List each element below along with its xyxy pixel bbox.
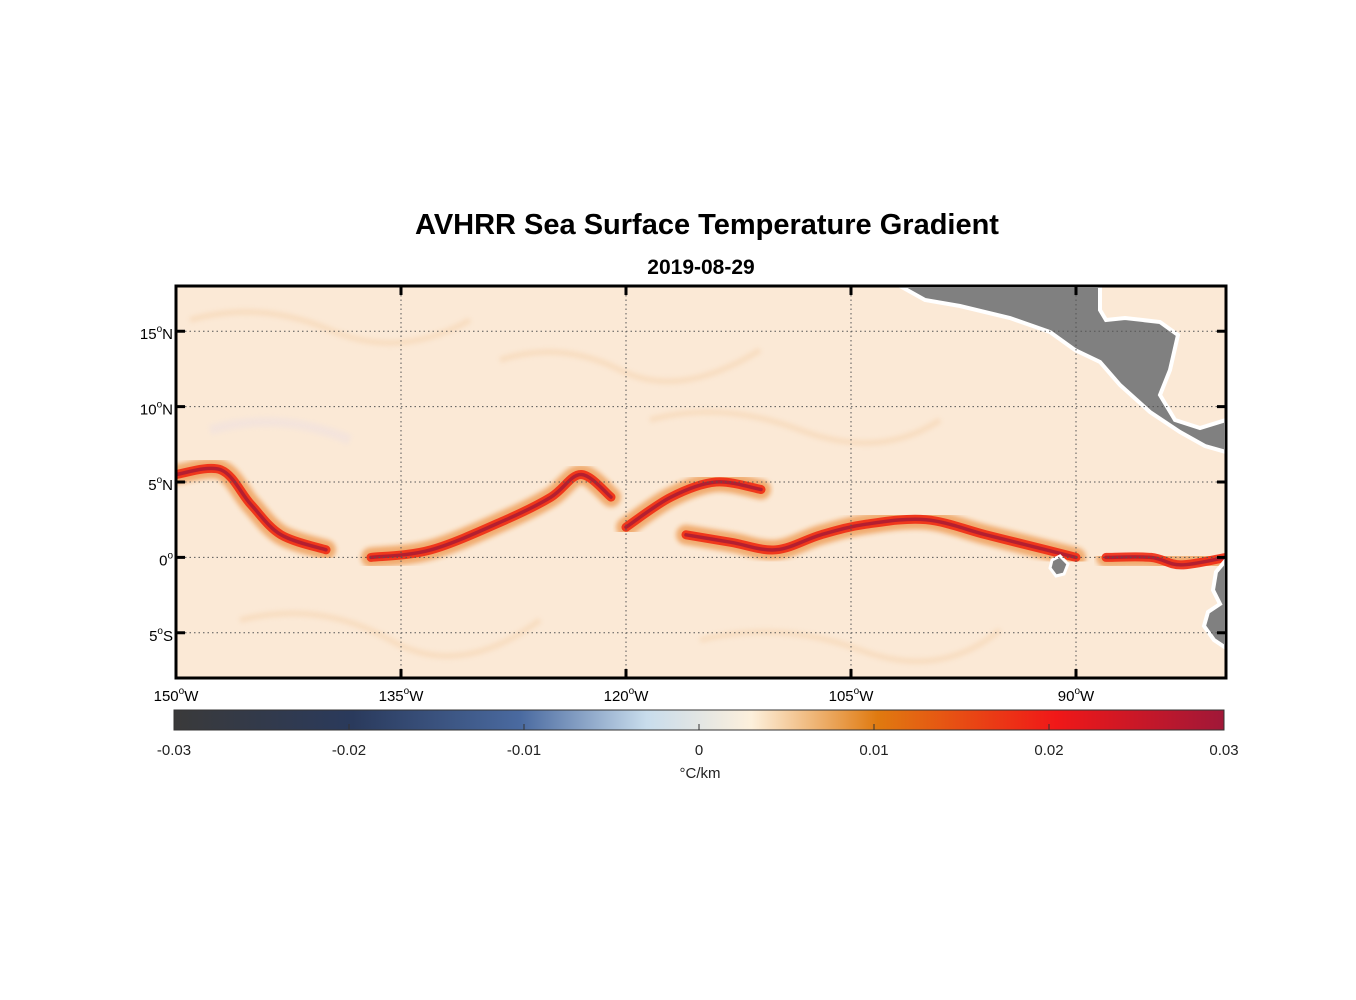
colorbar: -0.03 -0.02 -0.01 0 0.01 0.02 0.03 °C/km [157,709,1239,782]
gradient-fronts [176,458,1226,575]
colorbar-tick-label: -0.02 [332,742,366,759]
front-core-0 [176,466,328,552]
y-tick-label: 5oS [149,626,173,645]
y-tick-label: 15oN [140,324,173,343]
colorbar-tick-label: 0.01 [859,742,888,759]
galapagos-land [1048,554,1070,578]
colorbar-tick-label: 0.02 [1034,742,1063,759]
longitude-ticks: 150oW 135oW 120oW 105oW 90oW [154,286,1095,705]
x-tick-label: 135oW [379,686,425,705]
background-texture [189,309,1002,665]
map-panel [176,286,1226,678]
x-tick-label: 105oW [829,686,875,705]
y-tick-label: 5oN [148,475,173,494]
colorbar-tick-label: 0.03 [1209,742,1238,759]
central-america-land [895,286,1226,455]
front-core-2 [624,480,763,529]
x-tick-label: 150oW [154,686,200,705]
front-core-3 [684,517,1078,560]
chart-title: AVHRR Sea Surface Temperature Gradient [415,209,999,241]
colorbar-tick-label: 0 [695,742,703,759]
front-core-1 [369,472,613,560]
land-mask [895,286,1226,651]
x-tick-label: 90oW [1058,686,1095,705]
x-tick-label: 120oW [604,686,650,705]
south-america-land [1201,556,1226,651]
colorbar-tick-label: -0.01 [507,742,541,759]
y-tick-label: 10oN [140,400,173,419]
colorbar-tick-label: -0.03 [157,742,191,759]
colorbar-label: °C/km [680,765,721,782]
colorbar-ticks: -0.03 -0.02 -0.01 0 0.01 0.02 0.03 [157,724,1239,759]
latitude-ticks: 15oN 10oN 5oN 0o 5oS [140,324,1226,645]
y-tick-label: 0o [159,550,173,569]
chart-subtitle: 2019-08-29 [647,256,754,279]
